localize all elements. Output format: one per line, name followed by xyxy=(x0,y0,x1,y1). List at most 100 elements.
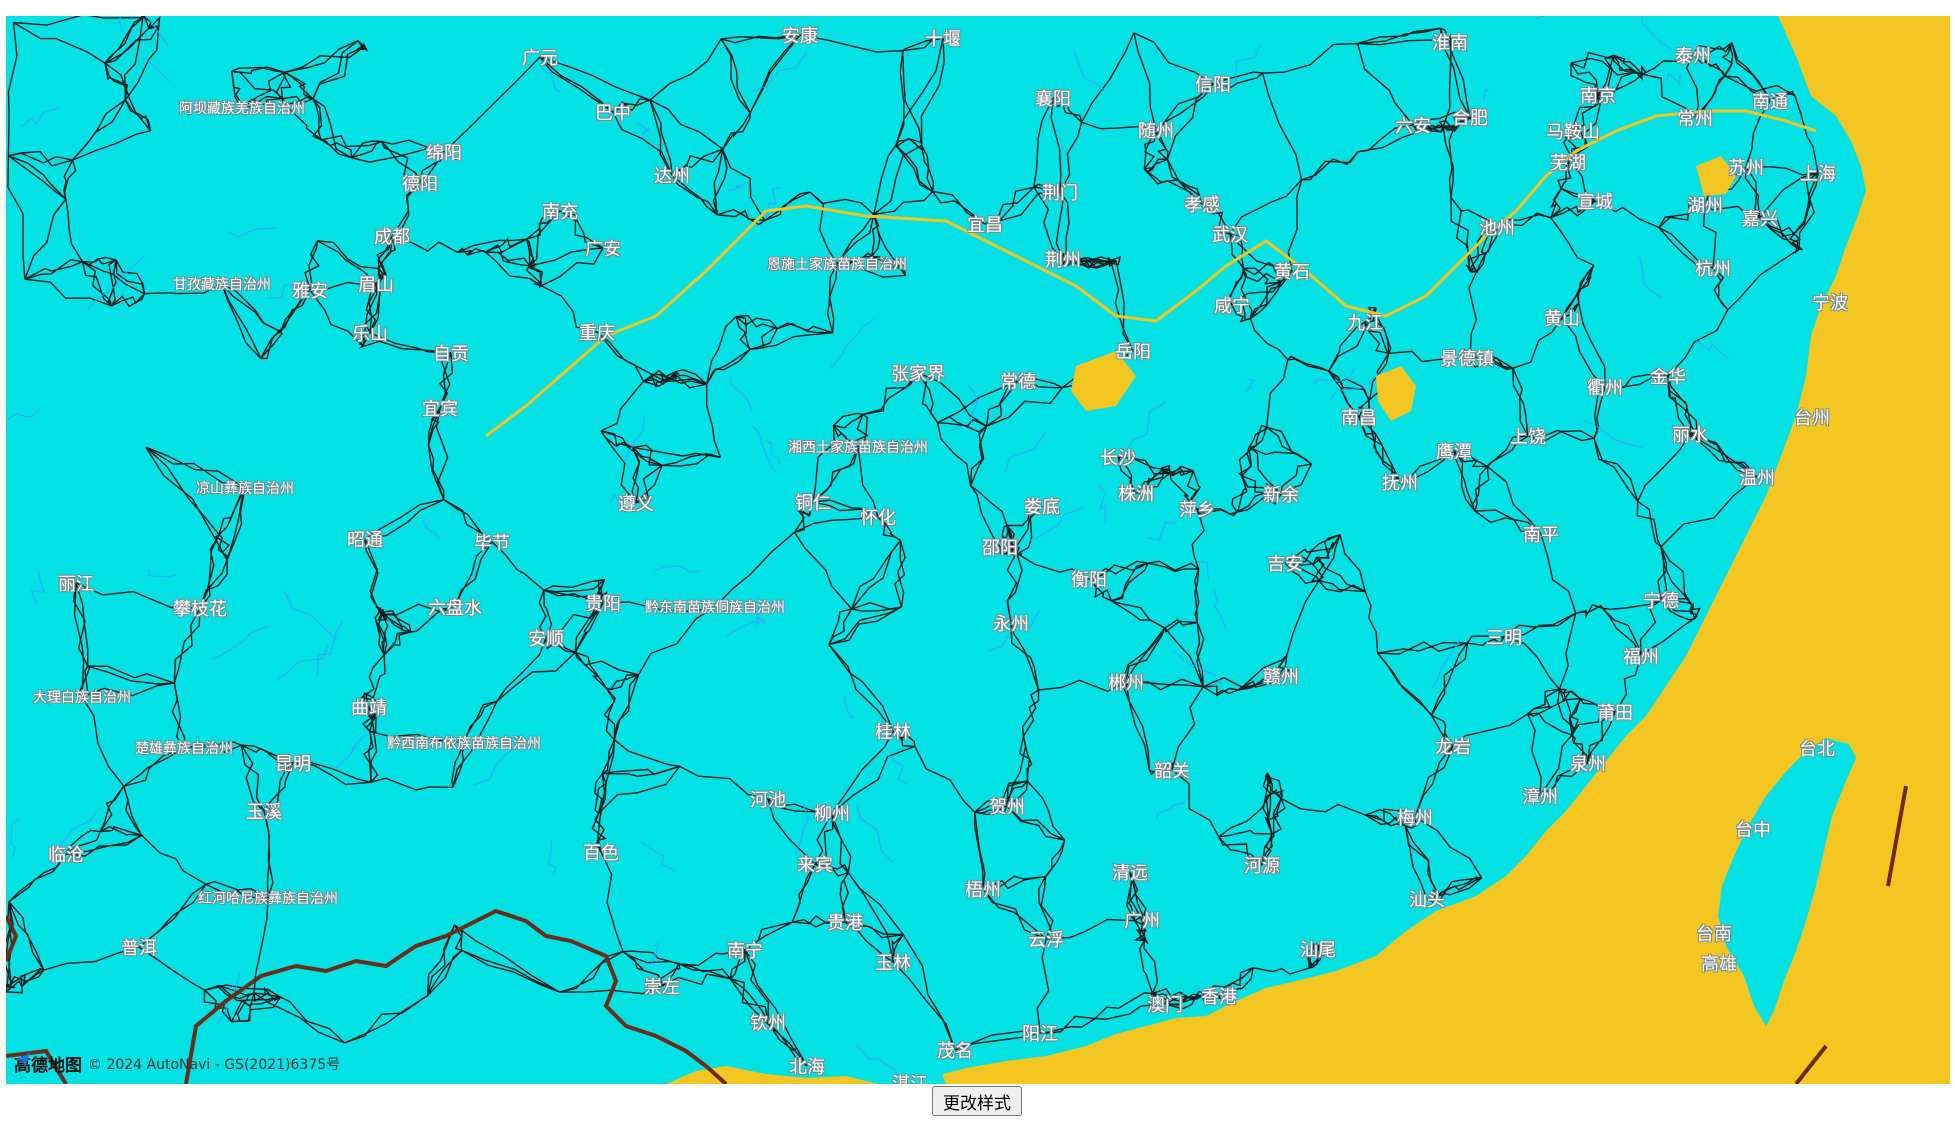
road-segment xyxy=(1602,607,1642,657)
road-segment xyxy=(362,283,378,347)
river-segment xyxy=(1640,16,1673,50)
road-segment xyxy=(381,140,421,184)
road-segment xyxy=(1015,552,1023,556)
road-segment xyxy=(999,524,1008,548)
road-segment xyxy=(1365,808,1416,822)
city-label: 宜宾 xyxy=(422,399,458,420)
road-segment xyxy=(284,47,364,73)
city-label: 娄底 xyxy=(1024,497,1060,518)
city-label: 荆州 xyxy=(1045,250,1081,271)
road-segment xyxy=(354,40,368,51)
road-segment xyxy=(594,773,608,814)
road-segment xyxy=(1241,475,1282,495)
road-segment xyxy=(575,651,607,689)
road-segment xyxy=(111,293,146,308)
road-segment xyxy=(1570,63,1599,96)
road-segment xyxy=(1572,94,1600,132)
city-label: 黔西南布依族苗族自治州 xyxy=(387,736,541,752)
change-style-button[interactable]: 更改样式 xyxy=(932,1086,1022,1116)
road-segment xyxy=(1364,321,1390,354)
city-label: 永州 xyxy=(993,614,1029,635)
road-segment xyxy=(1357,125,1444,153)
road-segment xyxy=(736,314,778,330)
road-segment xyxy=(1311,945,1320,955)
river-segment xyxy=(118,16,124,35)
road-segment xyxy=(1147,560,1200,571)
road-segment xyxy=(1196,508,1238,515)
road-segment xyxy=(1066,257,1112,269)
river-segment xyxy=(277,643,330,680)
road-segment xyxy=(974,780,1028,813)
road-segment xyxy=(1045,839,1066,878)
road-segment xyxy=(1229,233,1282,283)
road-segment xyxy=(622,950,680,965)
city-label: 台州 xyxy=(1794,408,1830,429)
road-segment xyxy=(141,834,207,885)
road-segment xyxy=(1759,217,1795,238)
road-segment xyxy=(792,918,846,928)
road-segment xyxy=(99,825,142,836)
city-label: 株洲 xyxy=(1118,484,1154,505)
city-label: 南充 xyxy=(542,202,578,223)
city-label: 巴中 xyxy=(595,103,631,124)
road-segment xyxy=(1561,302,1580,319)
road-segment xyxy=(1486,435,1529,467)
city-label: 楚雄彝族自治州 xyxy=(135,741,233,757)
river-segment xyxy=(1004,433,1046,473)
road-segment xyxy=(24,278,112,307)
road-segment xyxy=(1594,200,1660,229)
road-segment xyxy=(538,589,547,639)
road-segment xyxy=(1095,1003,1166,1020)
road-segment xyxy=(1186,470,1198,510)
road-segment xyxy=(1249,318,1289,361)
river-segment xyxy=(755,616,766,627)
river-segment xyxy=(283,590,337,640)
amap-logo[interactable]: 高德地图 xyxy=(14,1051,82,1076)
road-segment xyxy=(1164,627,1204,688)
city-label: 抚州 xyxy=(1382,473,1418,494)
road-segment xyxy=(1527,688,1560,715)
road-segment xyxy=(8,155,67,200)
road-segment xyxy=(454,924,463,951)
road-segment xyxy=(383,631,411,656)
road-segment xyxy=(1377,641,1468,654)
river-segment xyxy=(765,186,783,217)
road-segment xyxy=(104,62,152,132)
road-segment xyxy=(716,208,766,226)
road-segment xyxy=(896,540,906,607)
road-segment xyxy=(1474,510,1542,535)
road-segment xyxy=(914,745,976,813)
road-segment xyxy=(749,34,801,114)
road-segment xyxy=(539,56,651,101)
city-label: 岳阳 xyxy=(1115,342,1151,363)
road-segment xyxy=(1412,111,1471,126)
road-segment xyxy=(1201,203,1231,235)
road-segment xyxy=(24,198,67,280)
road-segment xyxy=(1164,993,1203,1006)
road-segment xyxy=(1125,627,1166,683)
road-segment xyxy=(1453,450,1476,512)
road-segment xyxy=(1426,877,1482,902)
road-segment xyxy=(427,444,445,500)
road-segment xyxy=(1237,655,1288,691)
road-segment xyxy=(1006,781,1029,807)
city-label: 宣城 xyxy=(1577,192,1613,213)
city-label: 南通 xyxy=(1752,92,1788,113)
road-segment xyxy=(454,541,493,608)
road-segment xyxy=(1147,562,1199,573)
road-segment xyxy=(260,289,311,359)
road-segment xyxy=(1231,281,1282,306)
city-label: 遵义 xyxy=(618,494,654,515)
road-segment xyxy=(1467,636,1505,647)
city-label: 六盘水 xyxy=(428,598,482,619)
road-segment xyxy=(649,99,724,150)
road-segment xyxy=(744,949,770,1023)
road-segment xyxy=(836,259,906,278)
road-segment xyxy=(1597,71,1637,97)
map-canvas[interactable]: 安康 十堰 淮南 泰州 广元 信阳 南京 南通 阿坝藏族羌族自治州 巴中 襄阳 合肥 常州 六安 随州 马鞍山… xyxy=(6,16,1950,1084)
road-segment xyxy=(1512,317,1563,369)
city-label: 常德 xyxy=(1000,372,1036,393)
road-segment xyxy=(637,606,716,676)
city-label: 六安 xyxy=(1395,116,1431,137)
road-segment xyxy=(836,214,875,265)
